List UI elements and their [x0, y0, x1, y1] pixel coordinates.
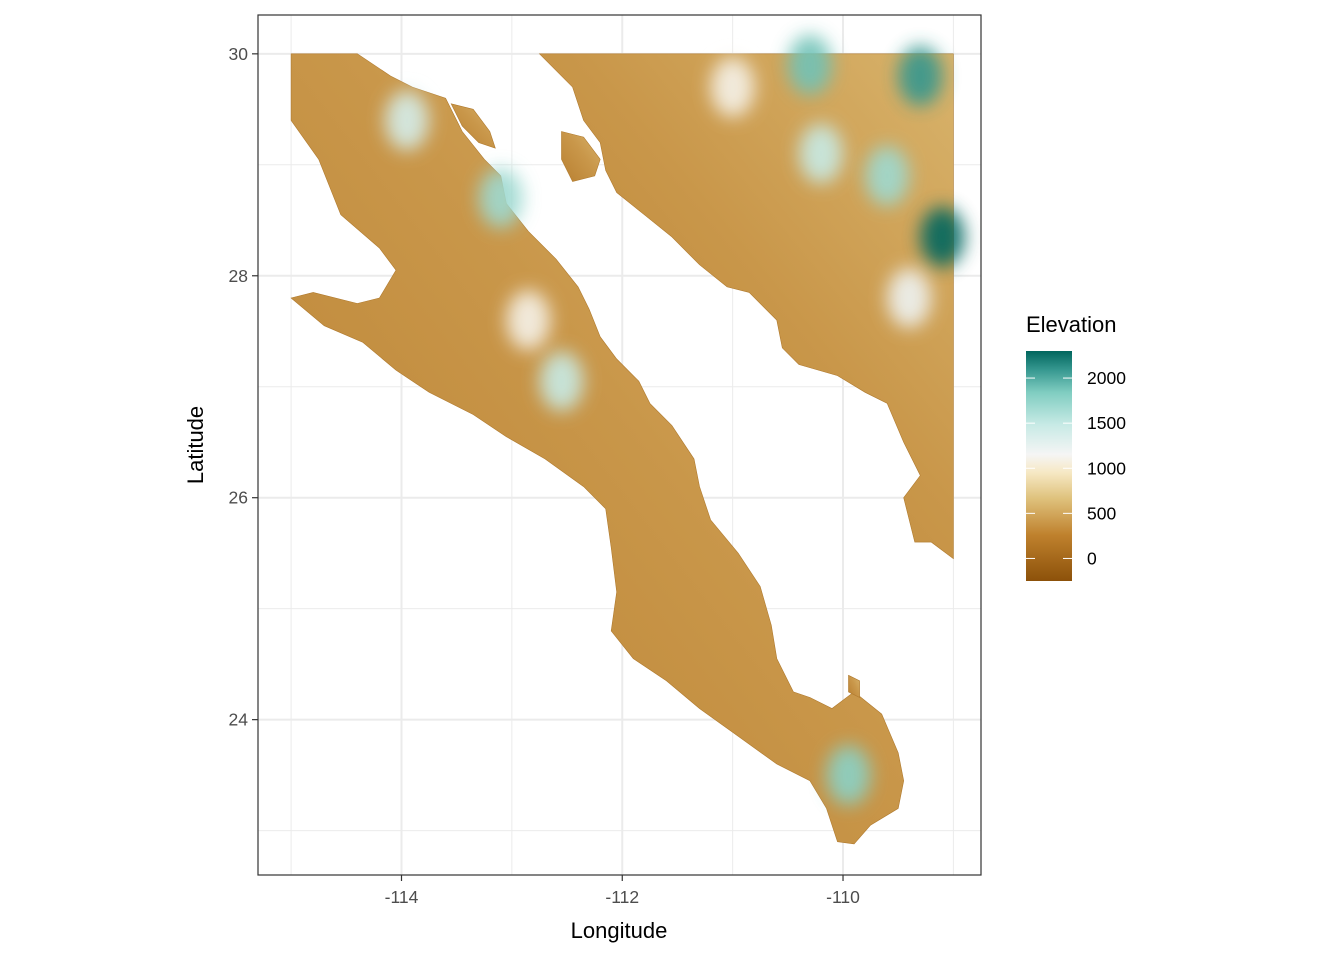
- highland-area: [920, 206, 965, 267]
- landmass: [290, 53, 905, 845]
- x-tick-label: -112: [605, 887, 639, 907]
- legend-tick-label: 2000: [1087, 368, 1126, 388]
- highland-area: [385, 90, 430, 151]
- highland-area: [826, 745, 871, 806]
- x-tick-label: -114: [385, 887, 419, 907]
- highland-area: [898, 46, 943, 107]
- x-axis-title: Longitude: [571, 918, 668, 943]
- highland-area: [506, 290, 551, 351]
- legend-ticks: 0 500 1000 1500 2000: [1026, 368, 1126, 568]
- highland-area: [478, 168, 523, 229]
- legend-colorbar: [1026, 351, 1072, 581]
- landmass: [538, 53, 954, 560]
- plot-panel-border: [257, 14, 982, 876]
- y-tick-label: 28: [229, 266, 248, 286]
- highland-area: [787, 34, 832, 95]
- axes: -114 -112 -110 24 26 28 30: [229, 44, 861, 907]
- landmass: [561, 131, 601, 182]
- highland-area: [887, 267, 932, 328]
- y-tick-label: 30: [229, 44, 249, 64]
- highland-area: [865, 145, 910, 206]
- highland-area: [710, 57, 755, 118]
- highland-areas: [385, 34, 965, 806]
- landmass: [450, 103, 496, 149]
- highland-area: [798, 123, 843, 184]
- legend: Elevation 0 500 1000 1500 2000: [1026, 312, 1126, 581]
- legend-title: Elevation: [1026, 312, 1117, 337]
- elevation-raster: [290, 53, 954, 845]
- legend-tick-label: 500: [1087, 503, 1116, 523]
- highland-area: [539, 351, 584, 412]
- y-tick-label: 26: [229, 488, 248, 508]
- y-axis-title: Latitude: [183, 406, 208, 484]
- legend-tick-label: 0: [1087, 548, 1097, 568]
- legend-tick-label: 1000: [1087, 458, 1126, 478]
- y-tick-label: 24: [229, 710, 249, 730]
- landmass: [848, 674, 860, 698]
- legend-tick-label: 1500: [1087, 413, 1126, 433]
- x-tick-label: -110: [826, 887, 860, 907]
